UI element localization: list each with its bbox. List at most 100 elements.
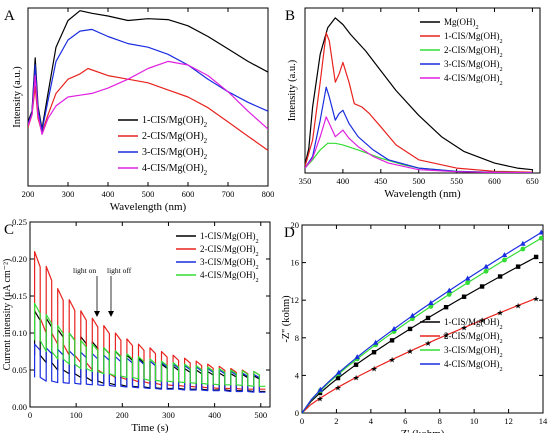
legend-label: 1-CIS/Mg(OH)2 [444, 317, 503, 331]
legend-label: 4-CIS/Mg(OH)2 [444, 359, 503, 373]
data-point [520, 240, 526, 246]
x-tick-label: 0 [28, 410, 32, 420]
y-tick-label: 16 [291, 258, 300, 268]
panel-b: B 350 400 450 500 550 600 650 Wavelength (nm) Int… [285, 7, 541, 200]
x-axis-label: Z' (kohm) [401, 428, 445, 433]
x-tick-label: 400 [337, 176, 350, 186]
data-point: ★ [460, 324, 467, 333]
x-tick-label: 550 [450, 176, 463, 186]
x-axis-label: Time (s) [131, 422, 169, 433]
data-point: ★ [442, 331, 449, 340]
data-point [497, 274, 503, 279]
panel-letter: D [284, 225, 295, 241]
panel-letter: C [4, 222, 14, 238]
legend-label: 1-CIS/Mg(OH)2 [200, 231, 259, 245]
data-point [533, 254, 539, 260]
data-point [501, 252, 508, 258]
data-point: ★ [479, 316, 486, 325]
data-point [443, 304, 449, 310]
data-point: ★ [388, 356, 395, 365]
plot-frame [304, 7, 541, 174]
series-line [28, 60, 268, 135]
y-tick-label: 20 [291, 220, 300, 230]
x-tick-label: 0 [300, 416, 304, 426]
y-tick-label: 8 [295, 333, 299, 343]
plot-area [305, 17, 533, 173]
data-point [538, 235, 543, 241]
data-point [317, 390, 323, 396]
y-tick-label: 0.00 [12, 402, 27, 412]
data-point [465, 280, 471, 286]
panel-c: C 0 100 200 300 400 500 0.00 0.05 0.10 0.15 0.20 0.2… [2, 217, 271, 433]
data-point: ★ [533, 294, 540, 303]
series-line [305, 86, 533, 173]
x-tick-label: 300 [62, 189, 75, 199]
legend-label: 3-CIS/Mg(OH)2 [200, 257, 259, 271]
data-point [446, 292, 452, 297]
y-tick-label: 0.20 [12, 254, 27, 264]
x-tick-label: 12 [504, 416, 513, 426]
y-tick-label: 0 [295, 408, 299, 418]
data-point [479, 284, 485, 289]
legend-label: 1-CIS/Mg(OH)2 [142, 115, 208, 129]
annotation-light-on: light on [73, 266, 96, 275]
data-point [502, 257, 507, 263]
data-point [446, 287, 453, 293]
plot-frame [301, 224, 544, 414]
panel-d: D 0 2 4 6 8 10 12 14 0 4 8 12 16 20 Z' (kohm) -Z'' (kohm… [281, 220, 548, 433]
x-tick-label: 2 [334, 416, 338, 426]
legend-label: 3-CIS/Mg(OH)2 [444, 59, 503, 73]
legend-label: 4-CIS/Mg(OH)2 [200, 270, 259, 284]
plot-area: ★★★★★★★★★★★★★★ [302, 229, 543, 413]
data-point: ★ [352, 374, 359, 383]
panel-a: A 200 300 400 500 600 700 800 Wavelength (nm) Int… [4, 7, 275, 213]
annotation-light-off: light off [107, 266, 132, 275]
x-tick-label: 6 [403, 416, 407, 426]
data-point [372, 339, 379, 345]
data-point [483, 268, 489, 274]
series-line [305, 116, 533, 173]
y-tick-label: 0.10 [12, 328, 27, 338]
data-point [371, 350, 377, 355]
series-line [302, 297, 537, 413]
x-tick-label: 450 [374, 176, 387, 186]
data-point: ★ [424, 339, 431, 348]
legend-label: 3-CIS/Mg(OH)2 [444, 345, 503, 359]
series-line [302, 237, 542, 413]
data-point [515, 264, 521, 269]
y-axis-label: Intensity (a.u.) [287, 59, 298, 121]
data-point [336, 369, 342, 375]
y-tick-label: 0.25 [12, 217, 27, 227]
annotation-arrowhead [108, 311, 114, 317]
x-axis-label: Wavelength (nm) [110, 201, 187, 213]
data-point [391, 325, 397, 331]
data-point [353, 362, 359, 367]
y-tick-label: 12 [291, 295, 300, 305]
x-tick-label: 400 [102, 189, 115, 199]
data-point: ★ [316, 394, 323, 403]
data-point [335, 375, 341, 381]
data-point [483, 263, 489, 269]
series-line [28, 67, 268, 151]
panel-letter: A [4, 8, 15, 24]
data-point [317, 386, 324, 392]
x-axis-label: Wavelength (nm) [384, 188, 461, 200]
legend-label: 4-CIS/Mg(OH)2 [444, 73, 503, 87]
data-point: ★ [334, 383, 341, 392]
x-tick-label: 800 [262, 189, 275, 199]
x-tick-label: 200 [116, 410, 129, 420]
legend-label: 2-CIS/Mg(OH)2 [444, 331, 503, 345]
x-tick-label: 100 [70, 410, 83, 420]
data-point [464, 275, 471, 281]
data-point [425, 315, 431, 321]
legend-label: 2-CIS/Mg(OH)2 [444, 45, 503, 59]
plot-area [28, 10, 268, 151]
series-line [305, 32, 533, 173]
x-tick-label: 500 [254, 410, 267, 420]
legend-label: 3-CIS/Mg(OH)2 [142, 147, 208, 161]
plot-frame [27, 7, 269, 187]
series-line [302, 256, 537, 413]
data-point [389, 338, 395, 343]
data-point [409, 312, 416, 318]
